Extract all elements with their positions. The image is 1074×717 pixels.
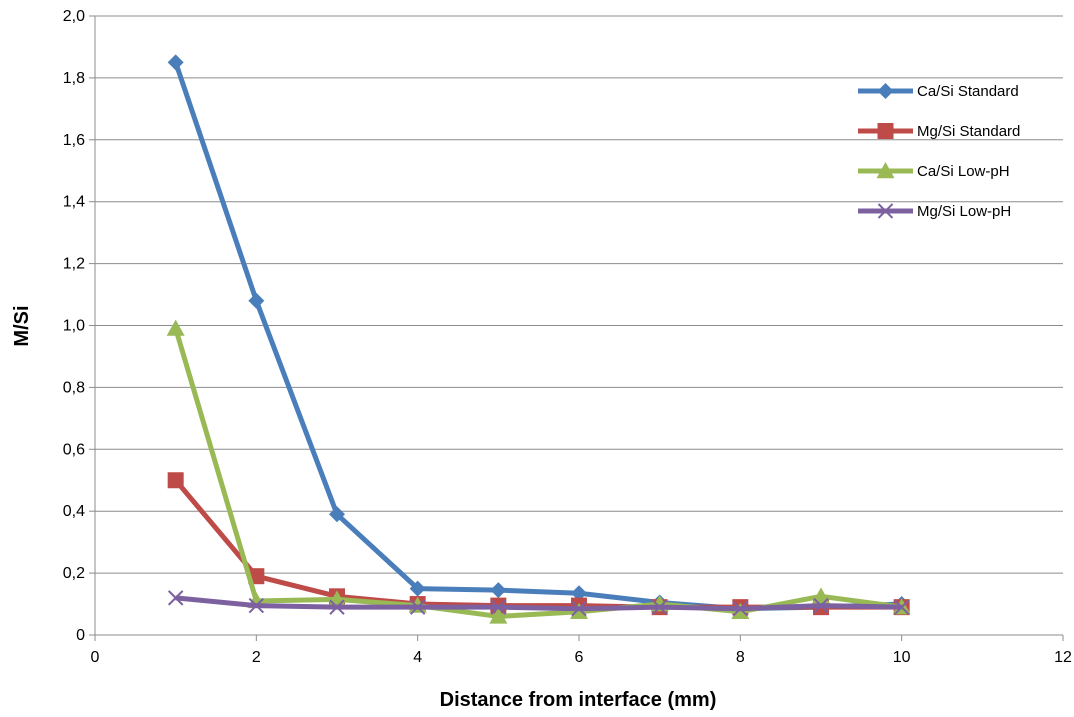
series-line xyxy=(173,327,902,619)
data-point xyxy=(651,599,668,615)
legend-label: Ca/Si Low-pH xyxy=(917,163,1010,180)
y-tick-label: 0,2 xyxy=(63,565,85,582)
x-tick-label: 2 xyxy=(252,649,261,666)
marker-stroke xyxy=(490,599,507,615)
data-point xyxy=(489,607,508,624)
y-axis-title: M/Si xyxy=(11,305,33,346)
data-point xyxy=(248,292,265,309)
series-line xyxy=(173,61,902,612)
legend-label: Ca/Si Standard xyxy=(917,83,1019,100)
data-point xyxy=(167,472,184,489)
x-tick-label: 12 xyxy=(1054,649,1072,666)
marker-stroke xyxy=(571,600,587,617)
x-tick-label: 0 xyxy=(91,649,100,666)
legend-marker xyxy=(877,123,894,139)
data-point xyxy=(732,600,749,617)
data-point xyxy=(329,506,345,523)
data-point xyxy=(893,599,910,615)
x-tick-label: 10 xyxy=(893,649,911,666)
y-tick-label: 1,8 xyxy=(63,70,85,87)
y-tick-label: 1,0 xyxy=(63,318,85,335)
x-tick-label: 4 xyxy=(413,649,422,666)
series-ca-si-standard xyxy=(167,54,910,617)
x-axis-title: Distance from interface (mm) xyxy=(440,689,717,711)
legend-marker xyxy=(876,162,895,179)
marker-stroke xyxy=(651,599,668,615)
data-point xyxy=(409,599,426,615)
marker-stroke xyxy=(167,590,184,606)
y-tick-label: 0,6 xyxy=(63,441,85,458)
legend-entry: Mg/Si Low-pH xyxy=(858,203,1011,220)
x-tick-label: 8 xyxy=(736,649,745,666)
y-tick-label: 0,4 xyxy=(63,503,85,520)
marker-stroke xyxy=(409,599,426,615)
data-point xyxy=(571,585,587,602)
data-point xyxy=(812,587,830,604)
legend-label: Mg/Si Standard xyxy=(917,123,1020,140)
legend-entry: Mg/Si Standard xyxy=(858,123,1020,140)
marker-stroke xyxy=(877,203,894,219)
legend-marker xyxy=(877,83,894,99)
y-tick-label: 1,2 xyxy=(63,256,85,273)
y-tick-label: 2,0 xyxy=(63,8,85,25)
legend-entry: Ca/Si Standard xyxy=(858,83,1019,100)
data-point xyxy=(167,54,184,71)
y-tick-label: 1,6 xyxy=(63,132,85,149)
marker-stroke xyxy=(732,600,749,617)
data-point xyxy=(490,599,507,615)
legend-entry: Ca/Si Low-pH xyxy=(858,162,1010,180)
legend: Ca/Si Standard Mg/Si Standard Ca/Si Low-pH… xyxy=(858,83,1020,220)
data-point xyxy=(248,597,265,614)
data-point xyxy=(409,580,426,597)
axes: 0 0,2 0,4 0,6 0,8 1,0 1,2 1,4 1,6 1,8 2,0 0 2 4 6 8 10 12 xyxy=(63,8,1072,666)
marker-stroke xyxy=(893,599,910,615)
series-lines xyxy=(166,54,911,624)
series-mg-si-low-ph xyxy=(167,590,910,617)
data-point xyxy=(167,590,184,606)
y-tick-label: 0,8 xyxy=(63,379,85,396)
marker-stroke xyxy=(248,597,265,614)
marker-stroke xyxy=(329,599,345,615)
gridlines xyxy=(95,15,1063,574)
data-point xyxy=(813,597,829,614)
series-line xyxy=(173,478,902,610)
data-point xyxy=(490,582,507,599)
legend-marker xyxy=(877,203,894,219)
y-tick-label: 1,4 xyxy=(63,194,85,211)
series-line xyxy=(175,595,902,612)
marker-stroke xyxy=(813,597,829,614)
legend-label: Mg/Si Low-pH xyxy=(917,203,1011,220)
data-point xyxy=(329,599,345,615)
x-tick-label: 6 xyxy=(575,649,584,666)
data-point xyxy=(571,600,587,617)
y-tick-label: 0 xyxy=(76,627,85,644)
data-point xyxy=(166,319,185,336)
